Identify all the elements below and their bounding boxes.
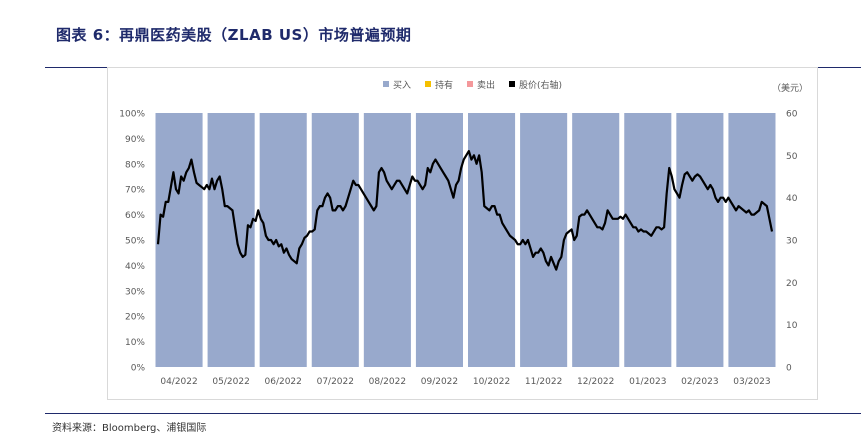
- bar-10/2022-买入: [468, 113, 516, 367]
- bars-group: [155, 113, 776, 367]
- x-tick-label: 03/2023: [733, 377, 770, 387]
- bar-12/2022-买入: [572, 113, 620, 367]
- top-rule-left: [45, 67, 107, 68]
- chart-legend: 买入 持有 卖出 股价(右轴): [383, 79, 562, 91]
- left-tick-label: 70%: [125, 186, 145, 196]
- bottom-rule: [45, 413, 861, 414]
- source-note: 资料来源：Bloomberg、浦银国际: [52, 423, 207, 434]
- bar-02/2023-买入: [676, 113, 724, 367]
- figure-title: 图表 6：再鼎医药美股（ZLAB US）市场普遍预期: [56, 26, 412, 44]
- left-tick-label: 50%: [125, 237, 145, 247]
- x-tick-label: 09/2022: [421, 377, 458, 387]
- x-tick-label: 11/2022: [525, 377, 562, 387]
- left-tick-label: 100%: [119, 110, 145, 120]
- legend-label: 持有: [435, 79, 453, 91]
- x-tick-label: 10/2022: [473, 377, 510, 387]
- chart-frame: [107, 67, 818, 400]
- x-tick-label: 08/2022: [369, 377, 406, 387]
- right-tick-label: 30: [786, 237, 798, 247]
- left-tick-label: 0%: [131, 364, 146, 374]
- right-tick-label: 50: [786, 152, 798, 162]
- legend-label: 买入: [393, 80, 411, 91]
- right-tick-label: 0: [786, 364, 792, 374]
- left-tick-label: 10%: [125, 338, 145, 348]
- left-tick-label: 90%: [125, 135, 145, 145]
- price-line: [156, 150, 774, 271]
- legend-label: 卖出: [477, 79, 495, 91]
- bar-01/2023-买入: [624, 113, 672, 367]
- bar-03/2023-买入: [728, 113, 776, 367]
- legend-swatch: [467, 81, 473, 87]
- legend-swatch: [383, 81, 389, 87]
- right-axis-unit: （美元）: [772, 82, 808, 94]
- bar-07/2022-买入: [311, 113, 359, 367]
- right-tick-label: 60: [786, 110, 798, 120]
- bar-08/2022-买入: [363, 113, 411, 367]
- bar-04/2022-买入: [155, 113, 203, 367]
- legend-label: 股价(右轴): [519, 79, 562, 91]
- left-tick-label: 20%: [125, 313, 145, 323]
- top-rule-right: [818, 67, 861, 68]
- x-tick-label: 01/2023: [629, 377, 666, 387]
- x-tick-label: 05/2022: [212, 377, 249, 387]
- legend-swatch: [425, 81, 431, 87]
- left-tick-label: 60%: [125, 211, 145, 221]
- left-tick-label: 80%: [125, 160, 145, 170]
- x-tick-label: 07/2022: [317, 377, 354, 387]
- x-tick-label: 06/2022: [265, 377, 302, 387]
- x-tick-label: 02/2023: [681, 377, 718, 387]
- x-tick-label: 12/2022: [577, 377, 614, 387]
- right-axis: 0 10 20 30 40 50 60: [786, 110, 798, 374]
- bar-09/2022-买入: [415, 113, 463, 367]
- left-tick-label: 40%: [125, 262, 145, 272]
- legend-swatch: [509, 81, 515, 87]
- left-axis: 0% 10% 20% 30% 40% 50% 60% 70% 80% 90% 100%: [119, 110, 145, 374]
- right-tick-label: 20: [786, 279, 798, 289]
- bar-06/2022-买入: [259, 113, 307, 367]
- left-tick-label: 30%: [125, 287, 145, 297]
- x-axis: 04/2022 05/2022 06/2022 07/2022 08/2022 09/20…: [160, 377, 770, 387]
- right-tick-label: 10: [786, 321, 798, 331]
- x-tick-label: 04/2022: [160, 377, 197, 387]
- right-tick-label: 40: [786, 194, 798, 204]
